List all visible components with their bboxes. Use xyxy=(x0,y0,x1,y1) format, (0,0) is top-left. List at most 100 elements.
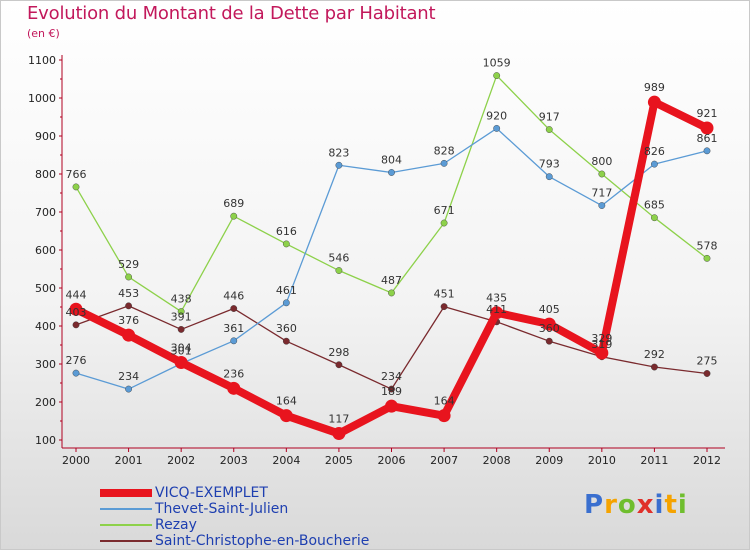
data-label: 453 xyxy=(118,287,139,300)
unit-label: (en €) xyxy=(27,27,60,40)
data-label: 461 xyxy=(276,284,297,297)
y-tick-label: 400 xyxy=(35,320,56,333)
data-label: 616 xyxy=(276,225,297,238)
series-line-0 xyxy=(72,98,711,438)
data-label: 793 xyxy=(539,158,560,171)
y-tick-label: 900 xyxy=(35,130,56,143)
data-label: 319 xyxy=(591,338,612,351)
data-point xyxy=(703,370,711,377)
data-point xyxy=(598,202,606,209)
data-point xyxy=(598,170,606,178)
data-label: 444 xyxy=(66,288,87,301)
data-point xyxy=(388,289,395,297)
data-point xyxy=(440,159,448,167)
y-tick-label: 1100 xyxy=(28,54,56,67)
data-label: 329 xyxy=(591,332,612,345)
data-point xyxy=(651,214,658,222)
data-point xyxy=(335,161,343,169)
logo-letter: i xyxy=(677,490,688,520)
data-point xyxy=(72,183,80,191)
y-tick-label: 500 xyxy=(35,282,56,295)
data-point xyxy=(69,302,83,316)
x-tick-label: 2011 xyxy=(640,454,668,467)
data-point xyxy=(703,147,711,155)
data-point xyxy=(125,302,132,310)
data-label: 578 xyxy=(697,239,718,252)
data-point xyxy=(230,212,238,220)
data-label: 275 xyxy=(697,355,718,368)
data-labels: 444 376 304 236 164 117 189 164 435 405 329 989 921 2… xyxy=(66,57,718,426)
x-tick-label: 2002 xyxy=(167,454,195,467)
legend-swatch xyxy=(100,508,152,510)
data-point xyxy=(230,337,238,345)
data-point xyxy=(122,328,136,342)
x-tick-label: 2009 xyxy=(535,454,563,467)
data-label: 546 xyxy=(328,252,349,265)
data-point xyxy=(335,267,343,274)
data-point xyxy=(279,409,293,423)
y-tick-label: 200 xyxy=(35,396,56,409)
data-point xyxy=(545,337,553,345)
x-tick-label: 2005 xyxy=(325,454,353,467)
data-label: 360 xyxy=(276,322,297,335)
data-label: 861 xyxy=(697,132,718,145)
data-label: 301 xyxy=(171,345,192,358)
legend-swatch xyxy=(100,524,152,526)
logo-letter: i xyxy=(654,490,665,520)
data-label: 1059 xyxy=(483,57,511,70)
data-label: 435 xyxy=(486,292,507,305)
data-label: 360 xyxy=(539,322,560,335)
data-label: 921 xyxy=(697,107,718,120)
data-label: 823 xyxy=(328,146,349,159)
x-tick-label: 2001 xyxy=(115,454,143,467)
data-point xyxy=(493,72,501,79)
data-label: 917 xyxy=(539,111,560,124)
data-label: 236 xyxy=(223,367,244,380)
data-point xyxy=(651,363,658,371)
data-point xyxy=(595,346,609,360)
data-label: 276 xyxy=(66,354,87,367)
data-point xyxy=(700,121,714,135)
data-label: 234 xyxy=(381,370,402,383)
data-point xyxy=(545,126,553,133)
legend-swatch xyxy=(100,540,152,542)
x-tick-label: 2007 xyxy=(430,454,458,467)
data-point xyxy=(227,381,241,395)
logo-letter: r xyxy=(604,490,618,520)
data-label: 361 xyxy=(223,322,244,335)
data-label: 411 xyxy=(486,303,507,316)
data-point xyxy=(388,169,395,176)
data-point xyxy=(72,369,80,377)
legend-label: Rezay xyxy=(155,517,197,533)
x-tick-label: 2010 xyxy=(588,454,616,467)
data-label: 828 xyxy=(434,144,455,157)
data-label: 117 xyxy=(328,413,349,426)
data-label: 766 xyxy=(66,168,87,181)
data-label: 304 xyxy=(171,341,192,354)
data-point xyxy=(174,355,188,369)
data-label: 671 xyxy=(434,204,455,217)
y-tick-label: 700 xyxy=(35,206,56,219)
data-label: 920 xyxy=(486,109,507,122)
x-tick-label: 2006 xyxy=(378,454,406,467)
y-tick-label: 600 xyxy=(35,244,56,257)
data-label: 298 xyxy=(328,346,349,359)
data-point xyxy=(490,306,504,320)
data-label: 826 xyxy=(644,145,665,158)
data-point xyxy=(545,173,553,181)
x-tick-label: 2003 xyxy=(220,454,248,467)
data-label: 164 xyxy=(434,395,455,408)
data-label: 487 xyxy=(381,274,402,287)
y-tick-label: 800 xyxy=(35,168,56,181)
data-point xyxy=(647,95,661,109)
legend-label: Thevet-Saint-Julien xyxy=(155,501,289,517)
data-label: 438 xyxy=(171,293,192,306)
data-label: 989 xyxy=(644,81,665,94)
legend-label: VICQ-EXEMPLET xyxy=(155,485,268,501)
legend-label: Saint-Christophe-en-Boucherie xyxy=(155,533,370,549)
data-label: 804 xyxy=(381,153,402,166)
data-point xyxy=(125,273,132,281)
data-point xyxy=(385,399,398,413)
legend-swatch xyxy=(100,489,152,497)
data-point xyxy=(493,124,501,132)
